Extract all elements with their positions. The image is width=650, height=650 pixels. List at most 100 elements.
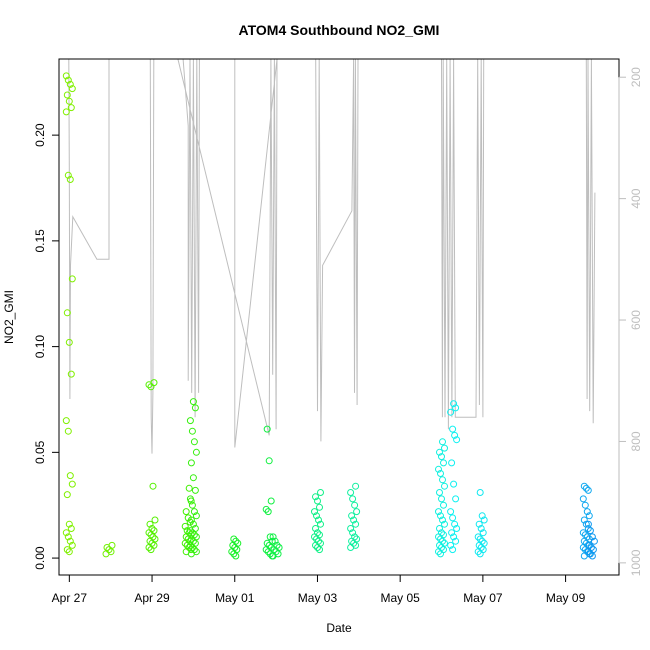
data-point [189, 474, 197, 482]
data-point [63, 491, 71, 499]
data-point [447, 408, 455, 416]
data-point [480, 516, 488, 524]
data-point [187, 535, 195, 543]
data-point [352, 482, 360, 490]
data-point [478, 512, 486, 520]
data-point [450, 533, 458, 541]
data-point [453, 525, 461, 532]
data-point [437, 535, 444, 543]
data-point [476, 550, 484, 558]
data-point [438, 453, 445, 461]
data-point [315, 516, 322, 524]
x-tick-label: May 05 [380, 591, 420, 605]
data-point [317, 489, 324, 496]
data-point [192, 448, 200, 456]
data-point [188, 544, 196, 551]
data-point [62, 108, 70, 116]
data-point [66, 176, 74, 183]
data-point [145, 544, 153, 551]
data-point [452, 537, 460, 545]
data-point [102, 550, 110, 558]
data-point [449, 425, 457, 433]
data-point [312, 525, 319, 532]
data-point [187, 459, 195, 467]
data-point [187, 550, 195, 558]
y-axis-label: NO2_GMI [2, 290, 16, 344]
data-point [266, 533, 274, 541]
y-tick-label: 0.20 [33, 123, 47, 147]
data-point [317, 520, 324, 528]
data-point [62, 72, 70, 80]
data-point [149, 482, 157, 490]
data-point [311, 508, 318, 516]
data-point [586, 550, 594, 558]
data-point [579, 495, 587, 503]
data-point [586, 527, 594, 535]
data-point [351, 501, 359, 509]
data-point [187, 516, 195, 524]
data-point [65, 97, 73, 105]
data-point [477, 525, 485, 532]
data-point [146, 520, 154, 528]
data-point [264, 548, 272, 556]
y-axis: 0.00 0.05 0.10 0.15 0.20 [33, 123, 59, 570]
data-point [68, 275, 76, 283]
data-point [66, 472, 74, 480]
data-point [441, 520, 448, 528]
data-point [185, 484, 193, 492]
data-point [590, 537, 598, 545]
data-point [145, 381, 153, 389]
data-point [588, 533, 596, 541]
data-point [449, 546, 457, 554]
data-point [579, 529, 587, 537]
data-point [67, 370, 75, 378]
data-point [435, 465, 442, 473]
data-point [579, 544, 587, 551]
data-point [64, 76, 72, 84]
data-point [147, 383, 155, 391]
data-point [437, 512, 444, 520]
data-point [348, 512, 356, 520]
plot-frame [58, 58, 620, 576]
data-point [447, 508, 455, 516]
data-point [453, 436, 461, 444]
data-point [63, 309, 71, 317]
data-point [436, 489, 443, 496]
data-point [192, 512, 200, 520]
data-point [580, 482, 588, 490]
data-point [271, 537, 279, 545]
data-point [584, 486, 592, 494]
data-point [66, 537, 74, 545]
data-point [191, 404, 199, 412]
data-point [435, 548, 442, 556]
data-point [264, 508, 272, 516]
data-point [439, 516, 446, 524]
data-point [316, 503, 323, 511]
data-point [439, 476, 446, 484]
data-point [353, 508, 361, 516]
data-point [347, 525, 355, 532]
data-point [145, 529, 153, 537]
data-point [582, 484, 590, 492]
data-point [452, 404, 460, 412]
data-point [313, 535, 320, 543]
data-point [228, 548, 236, 556]
data-point [314, 544, 321, 551]
data-point [475, 520, 483, 528]
pressure-series-line [68, 58, 596, 454]
x-tick-label: May 01 [215, 591, 255, 605]
data-point [451, 520, 459, 528]
data-point [435, 533, 442, 541]
data-point [349, 529, 357, 537]
x-axis: Apr 27 Apr 29 May 01 May 03 May 05 May 07 May … [52, 575, 586, 605]
data-point [68, 541, 76, 549]
data-point [588, 552, 596, 560]
data-point [474, 533, 482, 541]
data-point [439, 438, 446, 446]
data-point [265, 457, 273, 465]
data-point [436, 525, 443, 532]
data-point [262, 505, 270, 513]
data-point [581, 501, 589, 509]
data-point [269, 552, 277, 560]
data-point [479, 529, 487, 537]
